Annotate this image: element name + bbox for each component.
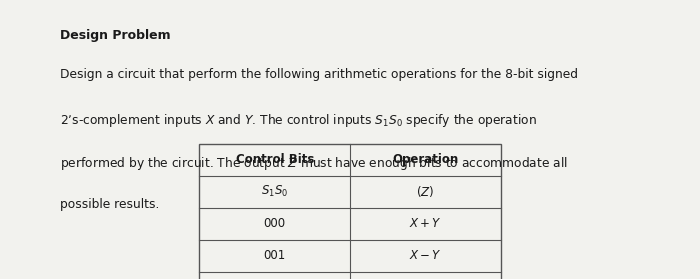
Text: $S_1S_0$: $S_1S_0$ [261,184,288,199]
Text: Control Bits: Control Bits [236,153,314,166]
Text: 000: 000 [264,217,286,230]
Text: 2’s-complement inputs $\mathit{X}$ and $\mathit{Y}$. The control inputs $\mathit: 2’s-complement inputs $\mathit{X}$ and $… [60,112,536,129]
Text: $X - Y$: $X - Y$ [409,249,442,263]
Text: 001: 001 [264,249,286,263]
Text: Design Problem: Design Problem [60,29,170,42]
Text: possible results.: possible results. [60,198,159,211]
Text: $(Z)$: $(Z)$ [416,184,435,199]
Text: performed by the circuit. The output $\mathit{Z}$ must have enough bits to accom: performed by the circuit. The output $\m… [60,155,568,172]
Text: Design a circuit that perform the following arithmetic operations for the 8-bit : Design a circuit that perform the follow… [60,68,578,81]
Bar [199,144,500,279]
Text: $X + Y$: $X + Y$ [409,217,442,230]
Text: Operation: Operation [392,153,459,166]
